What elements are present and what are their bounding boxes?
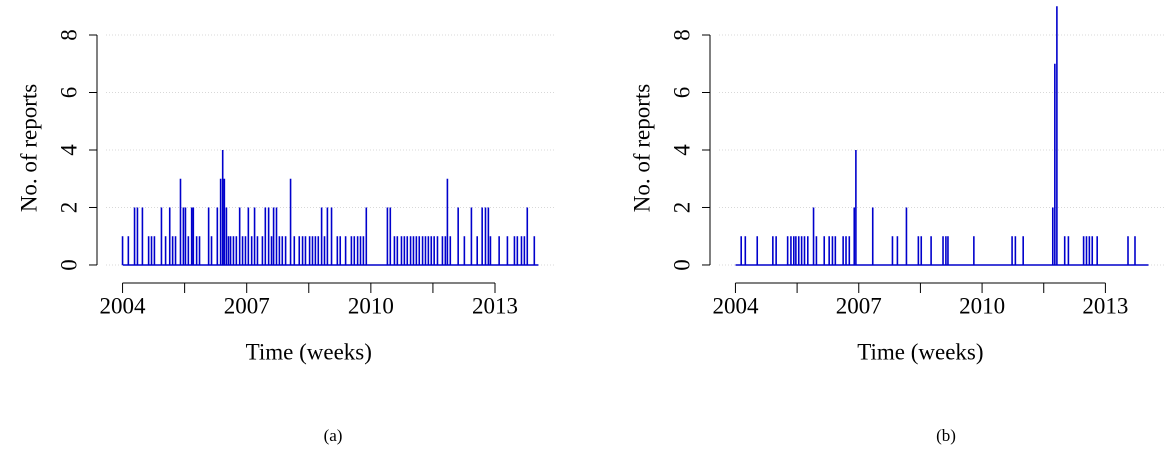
panel: 0 2 4 6 8 2004 2007 2010 2013 Time (weeks) No. of … [629, 6, 1165, 445]
y-tick-label: 8 [56, 29, 81, 41]
y-tick-label: 2 [669, 202, 694, 214]
x-tick-label: 2007 [836, 293, 882, 318]
y-tick-label: 4 [56, 144, 81, 156]
x-tick-label: 2007 [224, 293, 270, 318]
x-tick-label: 2004 [712, 293, 759, 318]
y-axis-label: No. of reports [16, 84, 41, 212]
panel: 0 2 4 6 8 2004 2007 2010 2013 Time (weeks) No. of … [16, 29, 555, 445]
x-tick-label: 2013 [472, 293, 518, 318]
y-tick-label: 6 [669, 87, 694, 99]
x-axis-label: Time (weeks) [246, 339, 372, 364]
x-tick-label: 2010 [348, 293, 394, 318]
caption: (a) [324, 426, 343, 445]
y-axis-label: No. of reports [629, 84, 654, 212]
y-tick-label: 8 [669, 29, 694, 41]
x-tick-label: 2010 [959, 293, 1005, 318]
y-tick-label: 0 [669, 259, 694, 271]
x-axis-label: Time (weeks) [857, 339, 983, 364]
y-tick-label: 4 [669, 144, 694, 156]
caption: (b) [936, 426, 956, 445]
x-tick-label: 2013 [1082, 293, 1128, 318]
y-tick-label: 2 [56, 202, 81, 214]
x-tick-label: 2004 [100, 293, 147, 318]
y-tick-label: 0 [56, 259, 81, 271]
y-tick-label: 6 [56, 87, 81, 99]
